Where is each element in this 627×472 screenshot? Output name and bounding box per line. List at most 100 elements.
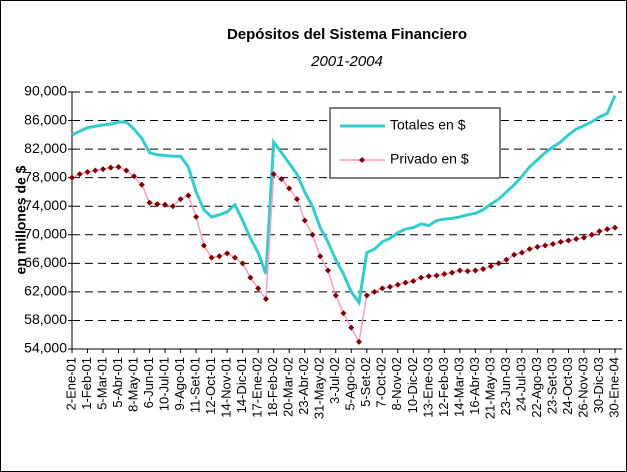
x-tick-label: 30-Dic-03 — [591, 357, 606, 413]
data-point — [255, 285, 262, 292]
x-tick-label: 2-Ene-01 — [63, 357, 78, 410]
x-tick-label: 18-Feb-02 — [265, 357, 280, 417]
x-tick-label: 30-Ene-04 — [606, 357, 621, 418]
data-point — [503, 256, 510, 263]
x-tick-label: 24-Oct-03 — [560, 357, 575, 415]
data-point — [262, 296, 269, 303]
data-point — [464, 268, 471, 275]
data-point — [565, 237, 572, 244]
x-tick-label: 23-Jun-03 — [498, 357, 513, 416]
y-tick-label: 58,000 — [24, 311, 67, 327]
data-point — [441, 271, 448, 278]
x-tick-label: 21-May-03 — [482, 357, 497, 419]
data-point — [278, 176, 285, 183]
data-point — [363, 292, 370, 299]
data-point — [402, 279, 409, 286]
data-point — [239, 260, 246, 267]
legend-label: Privado en $ — [390, 151, 469, 167]
series-line — [71, 94, 617, 307]
data-point — [216, 253, 223, 260]
data-point — [588, 231, 595, 238]
data-point — [138, 181, 145, 188]
data-point — [100, 166, 107, 173]
data-point — [348, 324, 355, 331]
data-point — [526, 246, 533, 253]
x-tick-label: 3-Jul-02 — [327, 357, 342, 404]
legend-label: Totales en $ — [390, 117, 466, 133]
x-tick-label: 5-Set-02 — [358, 357, 373, 407]
data-point — [425, 273, 432, 280]
data-point — [534, 243, 541, 250]
data-point — [371, 288, 378, 295]
data-point — [286, 185, 293, 192]
data-point — [309, 231, 316, 238]
data-point — [379, 285, 386, 292]
x-tick-label: 1-Feb-01 — [79, 357, 94, 410]
x-tick-label: 23-Abr-02 — [296, 357, 311, 415]
data-point — [340, 310, 347, 317]
data-point — [557, 238, 564, 245]
data-point — [224, 250, 231, 257]
x-tick-label: 5-Abr-01 — [110, 357, 125, 408]
y-tick-label: 74,000 — [24, 197, 67, 213]
legend-marker — [359, 157, 365, 163]
data-point — [69, 174, 75, 181]
data-point — [293, 196, 300, 203]
x-tick-label: 31-May-02 — [312, 357, 327, 419]
x-tick-label: 16-Abr-03 — [467, 357, 482, 415]
data-point — [92, 167, 99, 174]
y-tick-label: 66,000 — [24, 254, 67, 270]
y-tick-label: 54,000 — [24, 340, 67, 356]
x-tick-label: 14-Mar-03 — [451, 357, 466, 417]
data-point — [487, 263, 494, 270]
data-point — [84, 168, 91, 175]
data-point — [324, 267, 331, 274]
data-point — [495, 260, 502, 267]
data-point — [511, 251, 518, 258]
x-tick-label: 9-Ago-01 — [172, 357, 187, 410]
x-tick-label: 6-Jun-01 — [141, 357, 156, 408]
data-point — [394, 281, 401, 288]
data-point — [604, 226, 611, 233]
data-point — [456, 267, 463, 274]
x-tick-label: 11-Set-01 — [188, 357, 203, 413]
data-point — [270, 171, 277, 178]
data-point — [472, 267, 479, 274]
data-point — [580, 234, 587, 241]
data-point — [449, 269, 456, 276]
data-point — [542, 242, 549, 249]
data-point — [433, 272, 440, 279]
data-point — [154, 201, 161, 208]
x-tick-label: 20-Mar-02 — [281, 357, 296, 417]
y-tick-label: 86,000 — [24, 111, 67, 127]
data-point — [131, 173, 138, 180]
y-axis-label: en millones de $ — [13, 165, 29, 274]
x-tick-label: 22-Ago-03 — [529, 357, 544, 418]
y-tick-label: 82,000 — [24, 140, 67, 156]
x-tick-label: 17-Ene-02 — [250, 357, 265, 418]
data-point — [480, 266, 487, 273]
data-point — [200, 242, 207, 249]
data-point — [115, 163, 122, 170]
x-tick-label: 23-Set-03 — [544, 357, 559, 414]
x-tick-label: 24-Jul-03 — [513, 357, 528, 411]
data-point — [317, 253, 324, 260]
data-point — [231, 254, 238, 261]
data-point — [410, 278, 417, 285]
chart-subtitle: 2001-2004 — [310, 53, 383, 70]
x-tick-label: 7-Oct-02 — [374, 357, 389, 408]
data-point — [356, 338, 363, 345]
data-point — [549, 241, 556, 248]
data-point — [208, 254, 215, 261]
x-tick-label: 5-Ago-02 — [343, 357, 358, 410]
data-point — [332, 292, 339, 299]
data-point — [185, 192, 192, 199]
x-tick-label: 12-Feb-03 — [436, 357, 451, 417]
data-point — [612, 224, 618, 231]
data-point — [193, 213, 200, 220]
data-point — [301, 217, 308, 224]
x-tick-label: 14-Dic-01 — [234, 357, 249, 413]
data-point — [162, 201, 169, 208]
y-tick-label: 78,000 — [24, 168, 67, 184]
